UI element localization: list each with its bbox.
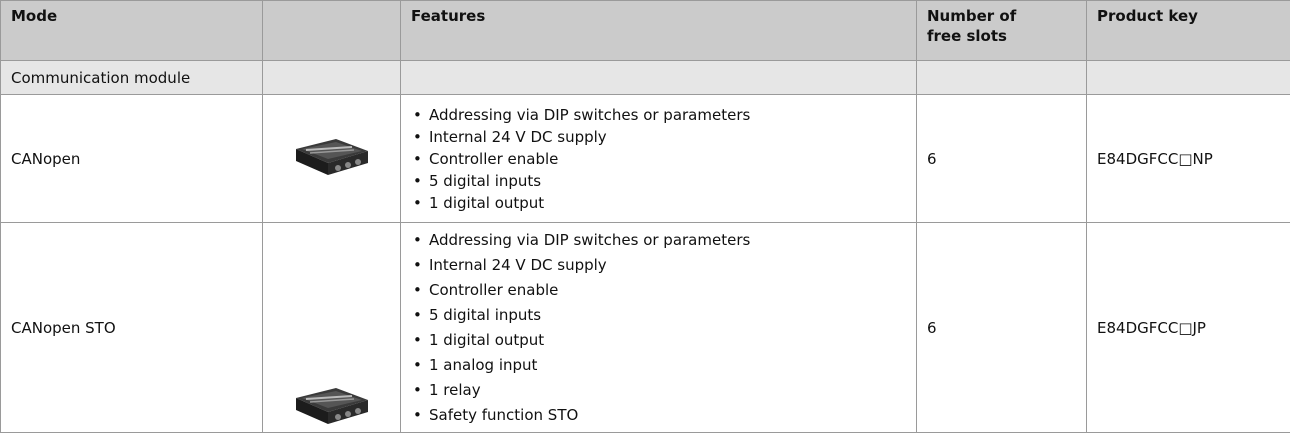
product-row: CANopen STO Addressing via DIP switches …: [1, 223, 1290, 433]
header-cell: Features: [401, 1, 917, 61]
feature-list: Addressing via DIP switches or parameter…: [411, 104, 906, 214]
feature-item: Controller enable: [411, 278, 906, 303]
cell: [917, 61, 1087, 95]
feature-item: Addressing via DIP switches or parameter…: [411, 104, 906, 126]
cell: [1087, 61, 1290, 95]
module-image: [292, 384, 372, 428]
mode-cell: CANopen STO: [1, 223, 263, 433]
mode-cell: CANopen: [1, 95, 263, 223]
header-cell: Number of free slots: [917, 1, 1087, 61]
slots-cell: 6: [917, 95, 1087, 223]
feature-item: Internal 24 V DC supply: [411, 126, 906, 148]
product-row: CANopen Addressing via DIP switches or p…: [1, 95, 1290, 223]
product-key-cell: E84DGFCC□JP: [1087, 223, 1290, 433]
feature-list: Addressing via DIP switches or parameter…: [411, 228, 906, 428]
header-cell: Mode: [1, 1, 263, 61]
feature-item: 1 digital output: [411, 328, 906, 353]
section-row: Communication module: [1, 61, 1290, 95]
features-cell: Addressing via DIP switches or parameter…: [401, 95, 917, 223]
feature-item: 1 digital output: [411, 192, 906, 214]
feature-item: Controller enable: [411, 148, 906, 170]
header-cell: Product key: [1087, 1, 1290, 61]
feature-item: Internal 24 V DC supply: [411, 253, 906, 278]
feature-item: 5 digital inputs: [411, 170, 906, 192]
slots-cell: 6: [917, 223, 1087, 433]
cell: [401, 61, 917, 95]
feature-item: 1 analog input: [411, 353, 906, 378]
feature-item: Addressing via DIP switches or parameter…: [411, 228, 906, 253]
feature-item: Safety function STO: [411, 403, 906, 428]
header-cell: [263, 1, 401, 61]
module-image: [292, 135, 372, 179]
feature-item: 1 relay: [411, 378, 906, 403]
image-cell: [263, 95, 401, 223]
cell: [263, 61, 401, 95]
section-cell: Communication module: [1, 61, 263, 95]
feature-item: 5 digital inputs: [411, 303, 906, 328]
image-cell: [263, 223, 401, 433]
product-key-cell: E84DGFCC□NP: [1087, 95, 1290, 223]
header-row: Mode Features Number of free slots Produ…: [1, 1, 1290, 61]
features-cell: Addressing via DIP switches or parameter…: [401, 223, 917, 433]
